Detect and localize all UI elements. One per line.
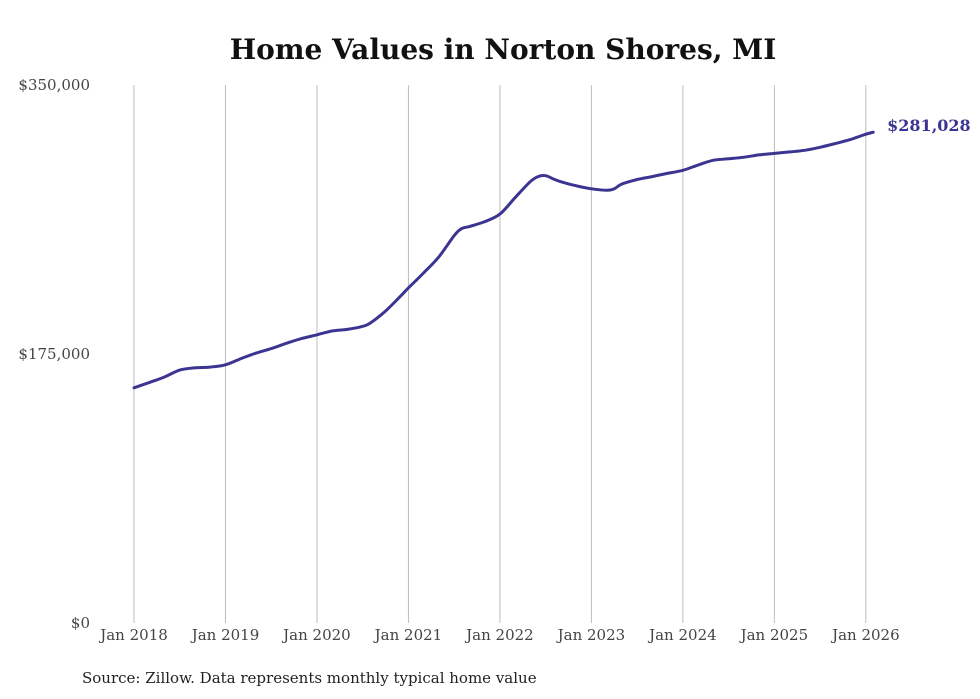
x-tick-label-0: Jan 2018 — [98, 626, 168, 644]
y-axis-ticks: $0 $175,000 $350,000 — [18, 76, 90, 632]
series-layer: $281,028 — [132, 116, 971, 390]
y-tick-label-1: $175,000 — [18, 345, 90, 363]
x-tick-label-2: Jan 2020 — [281, 626, 351, 644]
x-tick-label-8: Jan 2026 — [830, 626, 900, 644]
chart-title: Home Values in Norton Shores, MI — [230, 33, 777, 66]
x-tick-label-7: Jan 2025 — [739, 626, 809, 644]
x-axis-ticks: Jan 2018 Jan 2019 Jan 2020 Jan 2021 Jan 2022… — [98, 626, 899, 644]
y-tick-label-0: $0 — [71, 614, 90, 632]
x-tick-label-1: Jan 2019 — [190, 626, 260, 644]
series-line-0 — [132, 130, 875, 390]
grid-lines — [133, 85, 867, 623]
x-tick-label-6: Jan 2024 — [647, 626, 717, 644]
x-tick-label-4: Jan 2022 — [464, 626, 534, 644]
source-note: Source: Zillow. Data represents monthly … — [82, 669, 537, 687]
end-value-label: $281,028 — [887, 116, 971, 135]
x-tick-label-5: Jan 2023 — [556, 626, 626, 644]
y-tick-label-2: $350,000 — [18, 76, 90, 94]
x-tick-label-3: Jan 2021 — [373, 626, 443, 644]
